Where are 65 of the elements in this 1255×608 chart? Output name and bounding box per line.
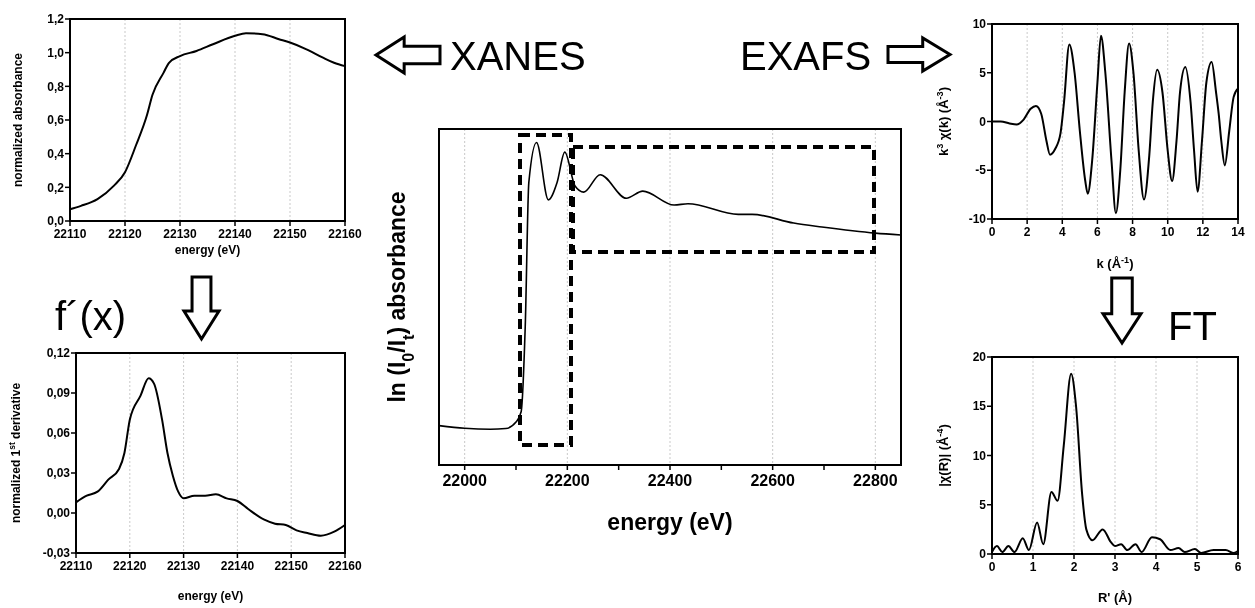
x-axis-title: energy (eV) [174, 243, 241, 257]
x-tick-label: 8 [1129, 225, 1137, 239]
text: FT [1168, 304, 1217, 348]
y-tick-label: 15 [972, 399, 987, 414]
x-tick-label: 22800 [853, 472, 898, 489]
x-tick-label: 0 [988, 560, 996, 574]
x-tick-label: 22110 [59, 559, 93, 573]
x-axis-title: energy (eV) [177, 589, 244, 603]
y-tick-label: 0,12 [46, 346, 71, 361]
x-tick-label: 10 [1161, 225, 1175, 239]
x-tick-label: 2 [1023, 225, 1031, 239]
x-tick-label: 22130 [163, 227, 198, 241]
y-tick-label: 0,09 [46, 386, 71, 401]
y-tick-label: 1,0 [47, 45, 65, 60]
y-tick-label: 1,2 [47, 12, 65, 27]
x-tick-label: 22140 [220, 559, 255, 573]
x-tick-label: 22400 [647, 472, 693, 489]
y-tick-label: 0,00 [46, 506, 71, 521]
y-axis-title: normalized absorbance [11, 52, 25, 188]
x-tick-label: 22120 [113, 559, 147, 573]
x-tick-label: 4 [1152, 560, 1160, 574]
x-tick-label: 22160 [328, 559, 363, 573]
x-tick-label: 22000 [442, 472, 488, 489]
y-tick-label: -0,03 [42, 546, 71, 561]
text: XANES [450, 34, 586, 78]
y-tick-label: -5 [975, 163, 987, 178]
y-tick-label: 0,8 [47, 79, 65, 94]
y-tick-label: 5 [979, 65, 987, 80]
x-tick-label: 6 [1094, 225, 1102, 239]
y-tick-label: -10 [968, 212, 987, 227]
y-tick-label: 0 [979, 114, 987, 129]
x-tick-label: 4 [1058, 225, 1066, 239]
x-tick-label: 22110 [53, 227, 87, 241]
y-tick-label: 10 [972, 448, 987, 463]
y-tick-label: 0 [979, 547, 987, 562]
y-tick-label: 0,2 [47, 180, 65, 195]
x-tick-label: 22120 [108, 227, 143, 241]
x-tick-label: 6 [1234, 560, 1242, 574]
x-tick-label: 5 [1193, 560, 1201, 574]
x-axis-title: k (Å$^{-1}$) [1096, 255, 1134, 271]
x-tick-label: 22150 [273, 227, 308, 241]
x-axis-title: energy (eV) [607, 509, 733, 535]
text: f´(x) [55, 294, 127, 338]
x-tick-label: 22200 [545, 472, 590, 489]
x-tick-label: 0 [988, 225, 996, 239]
x-tick-label: 14 [1231, 225, 1245, 239]
x-tick-label: 3 [1111, 560, 1119, 574]
y-tick-label: 5 [979, 497, 987, 512]
x-tick-label: 22130 [166, 559, 201, 573]
text: EXAFS [740, 34, 872, 78]
y-tick-label: 0,03 [46, 466, 71, 481]
x-axis-title: R' (Å) [1097, 590, 1133, 605]
y-tick-label: 20 [972, 350, 987, 365]
y-tick-label: 10 [972, 17, 987, 32]
x-tick-label: 1 [1029, 560, 1037, 574]
y-tick-label: 0,6 [47, 113, 65, 128]
x-tick-label: 22150 [274, 559, 309, 573]
x-tick-label: 22140 [218, 227, 253, 241]
y-tick-label: 0,4 [47, 146, 65, 161]
x-tick-label: 12 [1196, 225, 1210, 239]
x-tick-label: 22160 [328, 227, 363, 241]
x-tick-label: 2 [1070, 560, 1078, 574]
y-tick-label: 0,06 [46, 426, 71, 441]
x-tick-label: 22600 [750, 472, 796, 489]
y-tick-label: 0,0 [47, 214, 65, 229]
